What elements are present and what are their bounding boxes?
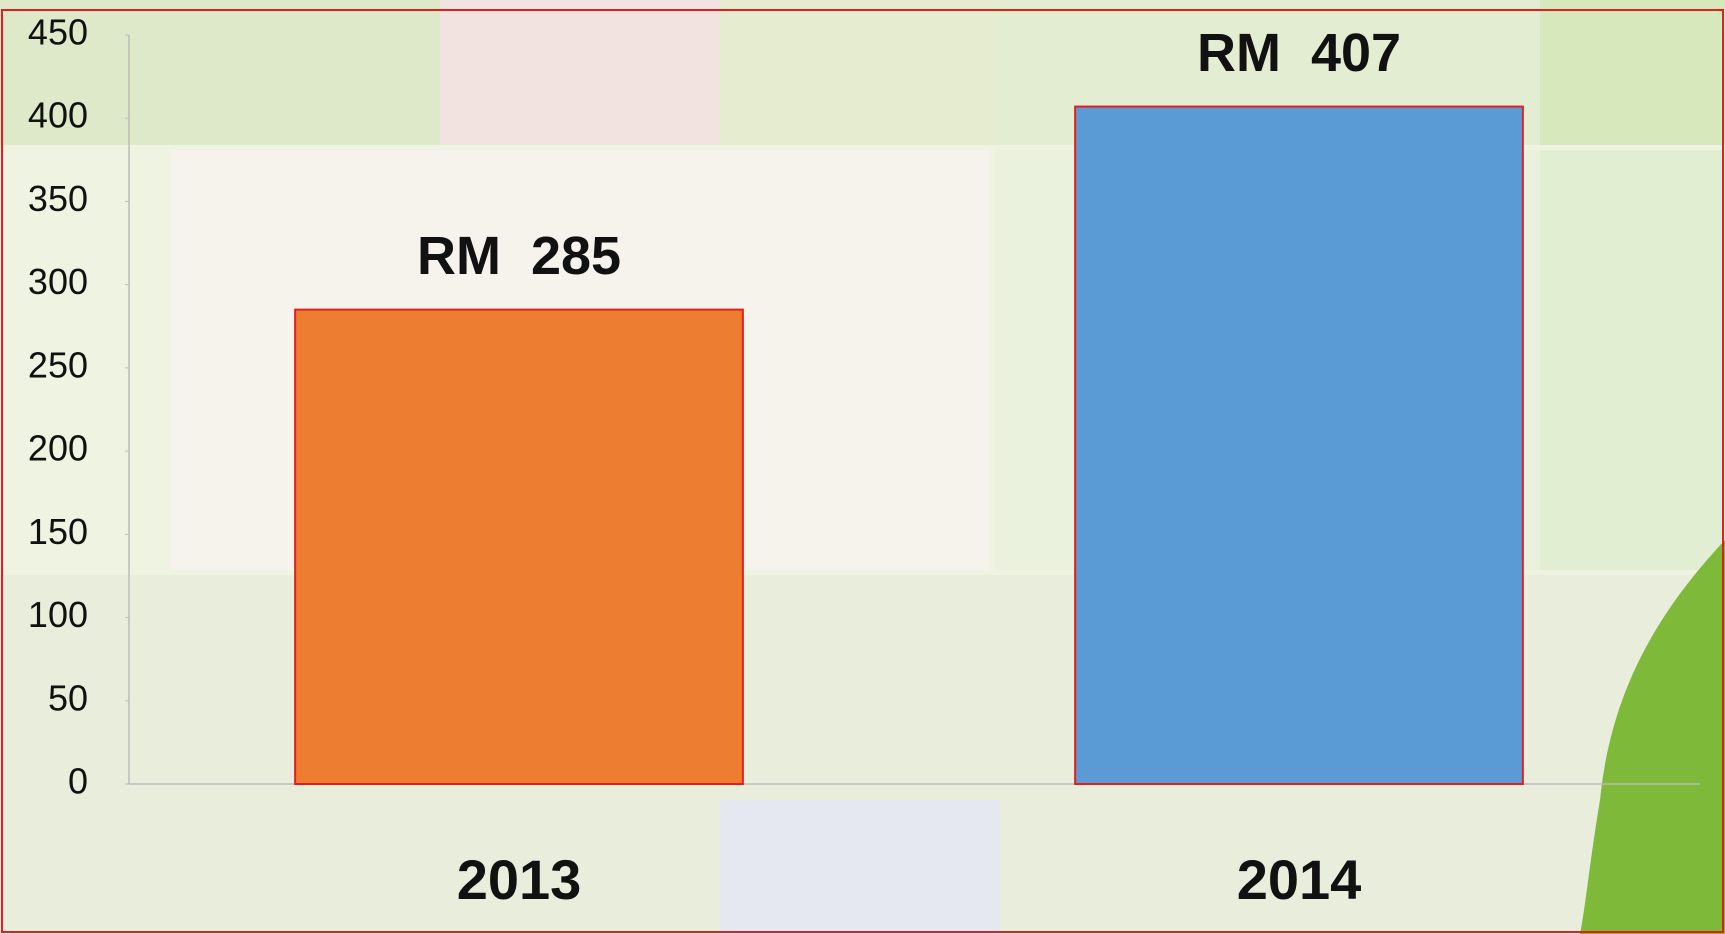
photo-tile (1540, 150, 1725, 570)
y-tick-label: 0 (68, 761, 88, 802)
y-tick-label: 450 (28, 12, 88, 53)
y-tick-label: 200 (28, 428, 88, 469)
y-tick-label: 350 (28, 178, 88, 219)
x-tick-label: 2014 (1237, 848, 1362, 911)
photo-tile (720, 800, 1000, 934)
y-tick-label: 100 (28, 594, 88, 635)
value-label: RM 407 (1197, 23, 1401, 83)
y-tick-label: 400 (28, 95, 88, 136)
bar (294, 308, 744, 785)
photo-tile (720, 0, 995, 145)
y-tick-label: 300 (28, 261, 88, 302)
photo-tile (1540, 0, 1725, 145)
bar (1074, 105, 1524, 786)
frame (1, 9, 1724, 933)
y-tick-label: 150 (28, 511, 88, 552)
value-label: RM 285 (417, 226, 621, 286)
photo-tile (440, 0, 720, 145)
leaf (1580, 540, 1725, 934)
y-tick-label: 50 (48, 677, 88, 718)
x-tick-label: 2013 (457, 848, 582, 911)
photo-tile (0, 0, 440, 145)
y-tick-label: 250 (28, 344, 88, 385)
